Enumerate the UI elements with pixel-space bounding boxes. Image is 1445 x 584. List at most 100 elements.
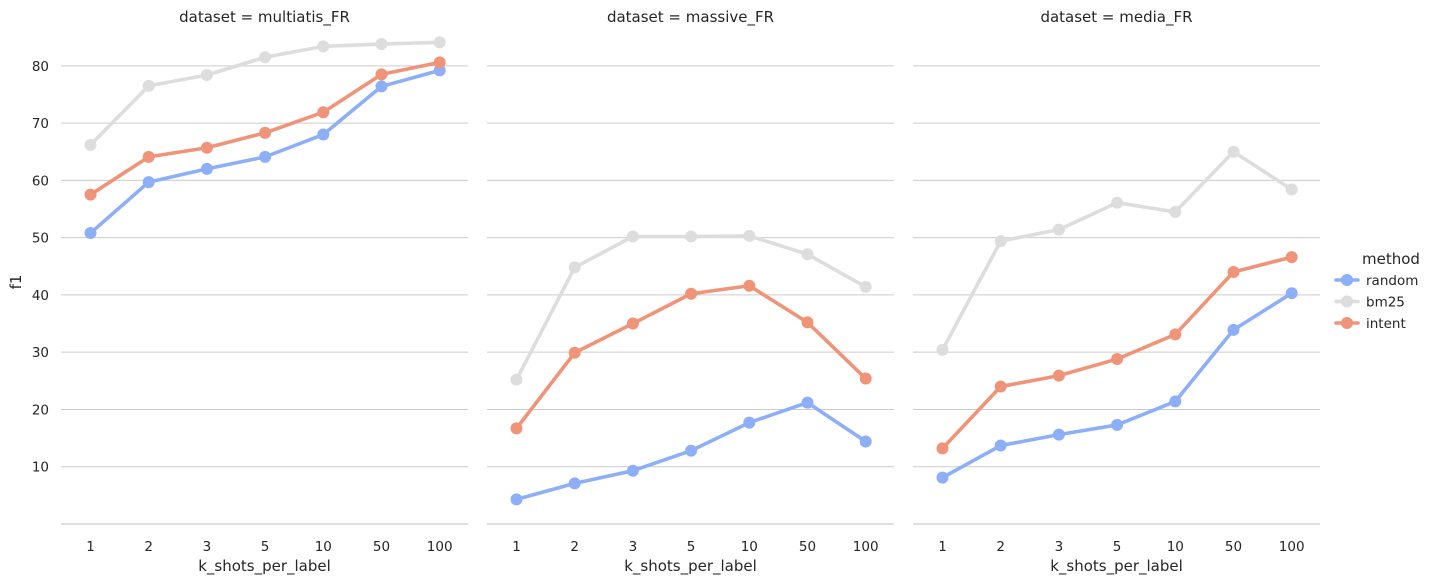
panel-title: dataset = massive_FR <box>607 8 774 27</box>
y-tick-label: 50 <box>32 231 49 247</box>
data-point <box>1052 369 1065 382</box>
data-point <box>568 261 581 274</box>
data-point <box>994 439 1007 452</box>
y-tick-label: 40 <box>32 288 49 304</box>
data-point <box>1227 266 1240 278</box>
series-intent <box>84 56 446 201</box>
x-tick-label: 100 <box>427 539 453 555</box>
x-tick-label: 100 <box>1279 539 1305 555</box>
panel-title: dataset = media_FR <box>1040 8 1192 27</box>
x-tick-label: 10 <box>315 539 332 555</box>
y-tick-label: 20 <box>32 402 49 418</box>
data-point <box>936 471 949 484</box>
chart-panel-2: 1 2 3 5 10 50 100 k_shots_per_label dataset = ma… <box>487 8 894 576</box>
data-point <box>936 442 949 455</box>
data-point <box>859 372 872 385</box>
data-point <box>1227 323 1240 336</box>
x-tick-label: 50 <box>373 539 390 555</box>
data-point <box>510 493 523 506</box>
data-point <box>510 422 523 435</box>
data-point <box>433 36 446 49</box>
data-point <box>685 230 698 243</box>
x-tick-label: 5 <box>1113 539 1122 555</box>
data-point <box>1052 428 1065 441</box>
data-point <box>200 141 213 154</box>
series-random <box>936 287 1298 484</box>
data-point <box>84 227 97 240</box>
x-tick-label: 5 <box>687 539 696 555</box>
data-point <box>433 56 446 69</box>
y-tick-label: 80 <box>32 59 49 75</box>
y-tick-label: 70 <box>32 116 49 132</box>
data-point <box>375 68 388 81</box>
data-point <box>317 40 330 53</box>
legend-label: bm25 <box>1366 295 1405 311</box>
series-bm25 <box>84 36 446 151</box>
series-bm25 <box>936 145 1298 356</box>
x-tick-label: 3 <box>1055 539 1064 555</box>
data-point <box>568 477 581 490</box>
data-point <box>626 317 639 330</box>
data-point <box>1052 223 1065 236</box>
data-point <box>1285 183 1298 196</box>
legend-entry-bm25: bm25 <box>1334 295 1405 311</box>
chart-panel-1: 10 20 30 40 50 60 70 80 f1 1 2 3 5 10 50 100 k_shots_per… <box>7 8 468 576</box>
series-intent <box>936 251 1298 455</box>
data-point <box>743 279 756 292</box>
data-point <box>142 79 155 92</box>
data-point <box>317 128 330 141</box>
data-point <box>510 373 523 386</box>
x-tick-label: 10 <box>741 539 758 555</box>
data-point <box>259 150 272 163</box>
x-tick-label: 2 <box>570 539 579 555</box>
legend-label: random <box>1366 273 1418 289</box>
data-point <box>1169 205 1182 218</box>
data-point <box>801 316 814 329</box>
data-point <box>743 416 756 429</box>
legend-entry-intent: intent <box>1334 316 1406 332</box>
data-point <box>801 248 814 261</box>
legend-title: method <box>1362 250 1420 268</box>
series-intent <box>510 279 872 435</box>
data-point <box>1111 418 1124 431</box>
data-point <box>142 150 155 163</box>
data-point <box>1111 353 1124 366</box>
x-tick-label: 3 <box>203 539 212 555</box>
data-point <box>259 126 272 139</box>
x-tick-label: 1 <box>86 539 95 555</box>
data-point <box>1285 251 1298 264</box>
y-axis-label: f1 <box>7 275 25 290</box>
y-tick-label: 30 <box>32 345 49 361</box>
data-point <box>994 380 1007 393</box>
legend-entry-random: random <box>1334 273 1418 289</box>
x-tick-label: 10 <box>1167 539 1184 555</box>
x-tick-label: 1 <box>938 539 947 555</box>
data-point <box>84 138 97 151</box>
panel-title: dataset = multiatis_FR <box>179 8 350 27</box>
data-point <box>1285 287 1298 300</box>
data-point <box>317 106 330 119</box>
series-random <box>84 64 446 240</box>
data-point <box>84 188 97 201</box>
y-tick-label: 10 <box>32 460 49 476</box>
x-tick-label: 2 <box>996 539 1005 555</box>
x-axis-label: k_shots_per_label <box>198 557 331 576</box>
data-point <box>1227 145 1240 158</box>
data-point <box>994 235 1007 248</box>
x-axis-label: k_shots_per_label <box>624 557 757 576</box>
series-random <box>510 396 872 506</box>
data-point <box>626 230 639 243</box>
data-point <box>936 343 949 356</box>
data-point <box>801 396 814 409</box>
legend-marker <box>1341 317 1353 329</box>
data-point <box>375 38 388 51</box>
data-point <box>685 287 698 300</box>
data-point <box>1169 328 1182 341</box>
data-point <box>568 346 581 359</box>
data-point <box>859 280 872 293</box>
x-tick-label: 1 <box>512 539 521 555</box>
data-point <box>859 435 872 448</box>
data-point <box>743 229 756 242</box>
x-tick-label: 2 <box>144 539 153 555</box>
x-tick-label: 5 <box>261 539 270 555</box>
